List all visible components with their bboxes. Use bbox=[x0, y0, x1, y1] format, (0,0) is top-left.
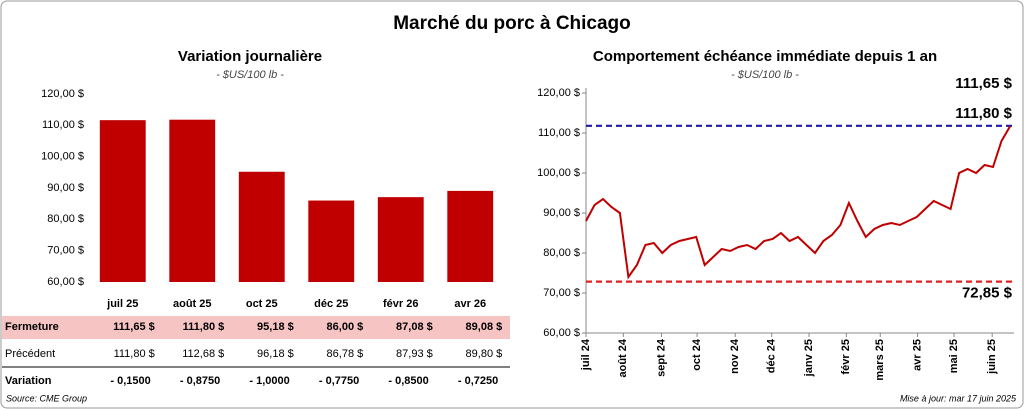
change-value: - 0,7750 bbox=[319, 375, 359, 387]
page-title: Marché du porc à Chicago bbox=[393, 13, 631, 34]
value-label: 87,08 $ bbox=[396, 321, 433, 333]
value-label: 111,80 $ bbox=[183, 321, 225, 333]
previous-value: 86,78 $ bbox=[327, 348, 364, 360]
reference-label: 111,80 $ bbox=[955, 105, 1012, 122]
x-tick-label: déc 25 bbox=[314, 298, 348, 310]
x-tick-label: avr 25 bbox=[911, 339, 923, 371]
bar bbox=[238, 171, 285, 282]
row-label: Fermeture bbox=[5, 321, 59, 333]
source: Source: CME Group bbox=[6, 393, 87, 403]
reference-label: 72,85 $ bbox=[962, 285, 1013, 302]
y-tick-label: 100,00 $ bbox=[41, 151, 84, 163]
bar bbox=[99, 120, 146, 282]
y-tick-label: 70,00 $ bbox=[543, 287, 580, 299]
x-tick-label: mai 25 bbox=[948, 339, 960, 373]
x-tick-label: févr 26 bbox=[383, 298, 418, 310]
bar bbox=[447, 190, 494, 282]
x-tick-label: janv 25 bbox=[803, 339, 815, 377]
y-tick-label: 80,00 $ bbox=[543, 247, 580, 259]
y-tick-label: 90,00 $ bbox=[543, 207, 580, 219]
last-value-label: 111,65 $ bbox=[955, 75, 1012, 92]
change-value: - 0,7250 bbox=[458, 375, 498, 387]
chart-subtitle: - $US/100 lb - bbox=[731, 69, 799, 81]
y-tick-label: 70,00 $ bbox=[47, 245, 84, 257]
change-value: - 0,8500 bbox=[388, 375, 428, 387]
x-tick-label: août 24 bbox=[617, 338, 629, 377]
y-tick-label: 120,00 $ bbox=[537, 87, 580, 99]
x-tick-label: sept 24 bbox=[655, 338, 667, 377]
y-tick-label: 110,00 $ bbox=[538, 127, 580, 139]
value-label: 95,18 $ bbox=[257, 321, 294, 333]
change-value: - 0,8750 bbox=[180, 375, 220, 387]
row-label: Précédent bbox=[5, 348, 55, 360]
value-label: 86,00 $ bbox=[327, 321, 364, 333]
value-label: 111,65 $ bbox=[113, 321, 155, 333]
x-tick-label: oct 24 bbox=[691, 338, 703, 371]
x-tick-label: août 25 bbox=[173, 298, 212, 310]
value-label: 89,08 $ bbox=[466, 321, 503, 333]
previous-value: 96,18 $ bbox=[257, 348, 294, 360]
x-tick-label: oct 25 bbox=[246, 298, 278, 310]
y-tick-label: 110,00 $ bbox=[42, 119, 84, 131]
bar bbox=[308, 200, 355, 282]
previous-value: 111,80 $ bbox=[114, 348, 155, 360]
x-tick-label: nov 24 bbox=[729, 338, 741, 374]
x-tick-label: mars 25 bbox=[874, 339, 886, 381]
y-tick-label: 90,00 $ bbox=[47, 182, 84, 194]
y-tick-label: 60,00 $ bbox=[543, 327, 580, 339]
x-tick-label: déc 24 bbox=[766, 338, 778, 373]
y-tick-label: 120,00 $ bbox=[41, 88, 84, 100]
previous-value: 87,93 $ bbox=[396, 348, 433, 360]
x-tick-label: juil 25 bbox=[106, 298, 138, 310]
price-line bbox=[585, 125, 1011, 280]
change-value: - 0,1500 bbox=[110, 375, 150, 387]
y-tick-label: 80,00 $ bbox=[47, 213, 84, 225]
y-tick-label: 100,00 $ bbox=[537, 167, 580, 179]
previous-value: 89,80 $ bbox=[466, 348, 503, 360]
x-tick-label: févr 25 bbox=[840, 339, 852, 374]
row-label: Variation bbox=[5, 375, 52, 387]
updated: Mise à jour: mar 17 juin 2025 bbox=[900, 393, 1017, 403]
change-value: - 1,0000 bbox=[249, 375, 289, 387]
chart-title: Variation journalière bbox=[178, 48, 322, 65]
chart-title: Comportement échéance immédiate depuis 1… bbox=[593, 48, 937, 65]
y-tick-label: 60,00 $ bbox=[47, 276, 84, 288]
row-highlight bbox=[2, 316, 510, 339]
x-tick-label: juil 24 bbox=[580, 338, 592, 371]
x-tick-label: avr 26 bbox=[454, 298, 486, 310]
bar bbox=[377, 197, 424, 282]
bar bbox=[169, 119, 216, 283]
x-tick-label: juin 25 bbox=[986, 339, 998, 375]
chart-subtitle: - $US/100 lb - bbox=[216, 69, 284, 81]
previous-value: 112,68 $ bbox=[182, 348, 224, 360]
